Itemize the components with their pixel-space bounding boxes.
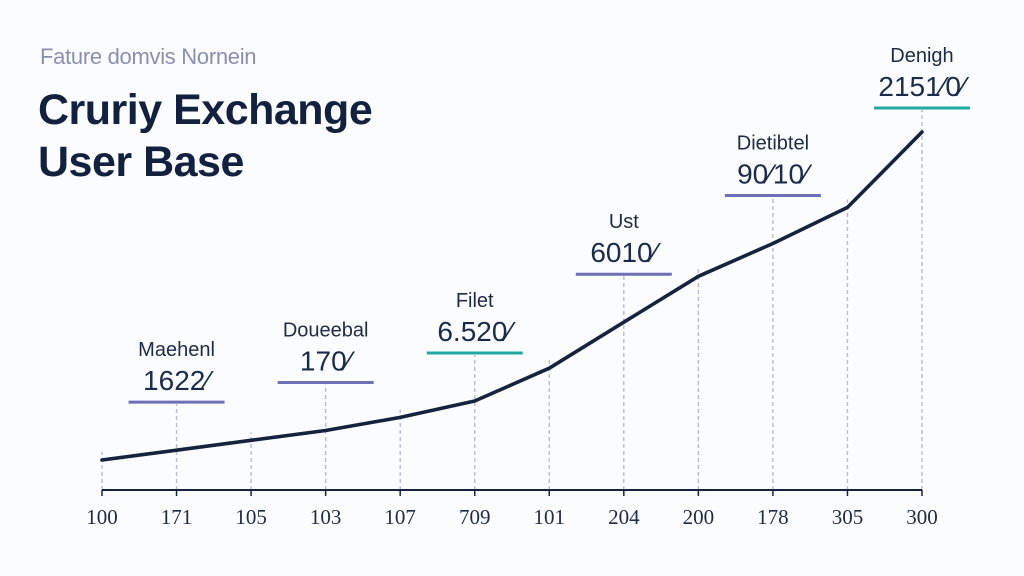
- series-line-path: [100, 130, 924, 462]
- series-line: [100, 130, 924, 462]
- x-axis: [101, 489, 923, 496]
- callout: 1622⁄ Maehenl: [128, 339, 225, 404]
- chart-subtitle: Fature domvis Nornein: [40, 44, 257, 69]
- chart-title-line-2: User Base: [38, 138, 244, 186]
- callout-label: Ust: [609, 211, 639, 233]
- x-tick-label: 103: [310, 505, 342, 529]
- x-tick-label: 204: [608, 505, 640, 529]
- chart-title: Cruriy Exchange User Base: [38, 84, 373, 188]
- callout: 6010⁄ Ust: [575, 211, 672, 276]
- x-tick-label: 105: [235, 505, 267, 529]
- x-tick-label: 709: [459, 505, 491, 529]
- x-tick-label: 200: [683, 505, 715, 529]
- callout: 2151⁄0⁄ Denigh: [874, 45, 970, 110]
- x-tick-label: 300: [906, 505, 938, 529]
- callout-label: Denigh: [890, 45, 953, 67]
- callout: 90⁄10⁄ Dietibtel: [724, 133, 821, 198]
- callout-label: Filet: [456, 290, 494, 312]
- callout-value: 2151⁄0⁄: [878, 71, 970, 102]
- x-tick-label: 101: [534, 505, 566, 529]
- callout-value: 6010⁄: [590, 237, 661, 268]
- x-tick-labels: 100 171 105 103 107 709 101 204 200 178 305 300: [86, 505, 938, 529]
- callout-value: 6.520⁄: [437, 316, 516, 347]
- chart-title-line-1: Cruriy Exchange: [38, 86, 373, 134]
- x-tick-label: 107: [384, 505, 416, 529]
- x-tick-label: 171: [161, 505, 193, 529]
- x-tick-label: 178: [757, 505, 789, 529]
- callout: 170⁄ Doueebal: [277, 319, 374, 384]
- callout-label: Doueebal: [283, 319, 369, 341]
- guide-lines: [101, 110, 923, 490]
- callout-value: 1622⁄: [143, 365, 214, 396]
- callout-label: Dietibtel: [737, 133, 809, 155]
- callout: 6.520⁄ Filet: [426, 290, 523, 355]
- x-tick-label: 305: [832, 505, 864, 529]
- callout-value: 170⁄: [300, 345, 356, 376]
- callouts: 1622⁄ Maehenl 170⁄ Doueebal 6.520⁄ Filet 6010⁄…: [128, 45, 970, 404]
- callout-value: 90⁄10⁄: [737, 159, 813, 190]
- x-tick-label: 100: [86, 505, 118, 529]
- callout-label: Maehenl: [138, 339, 215, 361]
